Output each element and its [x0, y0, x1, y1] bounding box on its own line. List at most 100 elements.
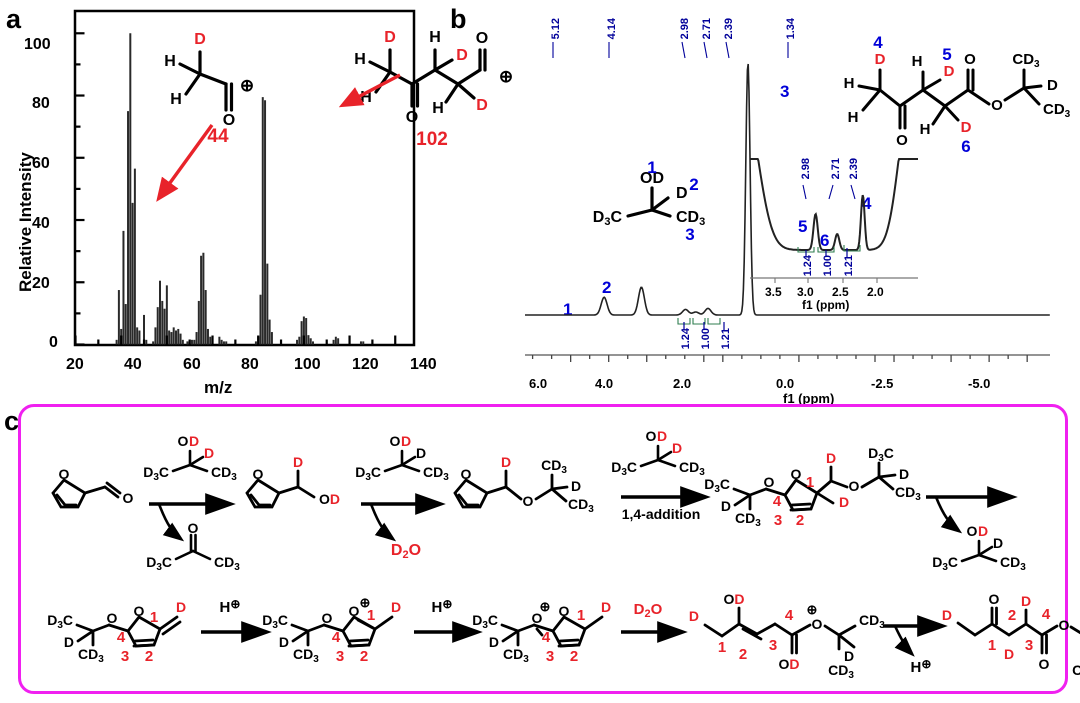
x-tick-40: 40 — [124, 356, 142, 373]
atom-D: D — [391, 599, 401, 615]
positive-charge-icon: ⊕ — [540, 599, 551, 614]
chain-position-1: 1 — [988, 637, 996, 654]
label-D: D — [189, 433, 199, 449]
label-CD3: CD3 — [214, 554, 240, 573]
positive-charge-icon: ⊕ — [807, 602, 818, 617]
nmr-tick-marks — [525, 354, 1050, 362]
y-tick-40: 40 — [32, 215, 50, 232]
label-CD3: CD3 — [423, 464, 449, 483]
atom-H: H — [844, 75, 855, 92]
nmr-x-tick-4.0: 4.0 — [595, 376, 614, 391]
inset-peak-number-6: 6 — [820, 231, 830, 250]
ring-position-1: 1 — [150, 609, 158, 626]
atom-O: O — [134, 603, 145, 619]
reagent-label-1-4-addition: 1,4-addition — [622, 506, 701, 522]
label-O: O — [178, 433, 189, 449]
arrow-8 — [883, 615, 948, 657]
label-D3C: D3C — [868, 445, 894, 464]
label-OD: OD — [723, 591, 744, 607]
ms-axis-ticks — [74, 32, 397, 346]
chain-position-2: 2 — [739, 646, 747, 663]
inset-axis-ticks — [774, 278, 878, 283]
atom-D: D — [961, 119, 972, 136]
label-D3C: D3C — [472, 612, 498, 631]
x-tick-140: 140 — [410, 356, 437, 373]
panel-a: a Relative Intensity 100 80 60 40 20 0 2… — [0, 0, 513, 400]
atom-O: O — [406, 109, 418, 126]
inset-trace — [750, 158, 918, 251]
label-D: D — [672, 440, 682, 456]
atom-O: O — [896, 132, 908, 149]
nmr-x-tick-6.0: 6.0 — [529, 376, 548, 391]
position-label-4: 4 — [873, 33, 883, 52]
inset-x-tick-3.5: 3.5 — [765, 285, 782, 299]
nmr-x-tick-2.0: 2.0 — [673, 376, 692, 391]
atom-D: D — [476, 97, 488, 114]
nmr-x-tick-0.0: 0.0 — [776, 376, 795, 391]
atom-D: D — [875, 51, 886, 68]
atom-D: D — [844, 648, 854, 664]
label-O: O — [646, 428, 657, 444]
label-OD: OD — [640, 170, 664, 187]
position-label-2: 2 — [689, 175, 698, 194]
peak-number-1: 1 — [563, 300, 573, 319]
shift-leader-lines — [552, 41, 789, 59]
label-CD3: CD3 — [895, 484, 921, 503]
panel-b: b 5.12 4.14 2.98 2.71 2.39 1.34 1 2 3 1.… — [440, 0, 1080, 406]
y-tick-100: 100 — [24, 36, 51, 53]
label-CD3: CD3 — [293, 646, 319, 665]
atom-D: D — [689, 608, 699, 624]
ring-position-2: 2 — [360, 648, 368, 665]
ring-position-1: 1 — [367, 607, 375, 624]
panel-c-letter: c — [4, 406, 20, 436]
atom-O: O — [59, 466, 70, 482]
y-tick-80: 80 — [32, 95, 50, 112]
peak-number-2: 2 — [602, 278, 612, 297]
atom-D: D — [721, 498, 731, 514]
nmr-x-axis-label: f1 (ppm) — [783, 391, 835, 406]
peak-number-3: 3 — [780, 82, 790, 101]
atom-D: D — [944, 63, 955, 80]
ring-position-4: 4 — [773, 493, 782, 510]
atom-O: O — [188, 520, 199, 536]
ms-bars — [115, 33, 365, 345]
label-CD3: CD3 — [78, 646, 104, 665]
label-CD3: CD3 — [676, 209, 705, 228]
x-tick-100: 100 — [294, 356, 321, 373]
ring-position-2: 2 — [796, 512, 804, 529]
x-tick-20: 20 — [66, 356, 84, 373]
label-O: O — [967, 523, 978, 539]
label-CD3: CD3 — [211, 464, 237, 483]
structure-enol-ester — [703, 606, 857, 655]
panel-a-letter: a — [6, 4, 22, 34]
label-CD3: CD3 — [541, 457, 567, 476]
positive-charge-icon: ⊕ — [240, 76, 254, 95]
atom-H: H — [912, 53, 923, 70]
integral-leader-lines — [683, 322, 725, 330]
atom-D: D — [456, 47, 468, 64]
structure-furfuryl-alcohol-d — [245, 469, 316, 509]
ring-position-4: 4 — [542, 629, 551, 646]
nmr-x-tick--5.0: -5.0 — [968, 376, 991, 391]
byproduct-isopropanol-d8 — [960, 539, 998, 563]
atom-H: H — [432, 100, 444, 117]
label-D3C: D3C — [355, 464, 381, 483]
atom-O-ether: O — [532, 610, 543, 626]
atom-H: H — [170, 91, 182, 108]
label-CD3: CD3 — [1000, 554, 1026, 573]
atom-D: D — [176, 599, 186, 615]
atom-D: D — [64, 634, 74, 650]
panel-a-x-axis-label: m/z — [204, 378, 233, 397]
atom-H: H — [164, 53, 176, 70]
chain-position-4: 4 — [1042, 606, 1051, 623]
label-CD3: CD3 — [828, 662, 854, 681]
atom-O-ester: O — [812, 616, 823, 632]
atom-O: O — [1039, 656, 1050, 672]
position-label-5: 5 — [942, 45, 951, 64]
chain-position-3: 3 — [1025, 637, 1033, 654]
label-CD3: CD3 — [735, 510, 761, 529]
label-D3C: D3C — [143, 464, 169, 483]
atom-O: O — [989, 591, 1000, 607]
ring-position-3: 3 — [121, 648, 129, 665]
